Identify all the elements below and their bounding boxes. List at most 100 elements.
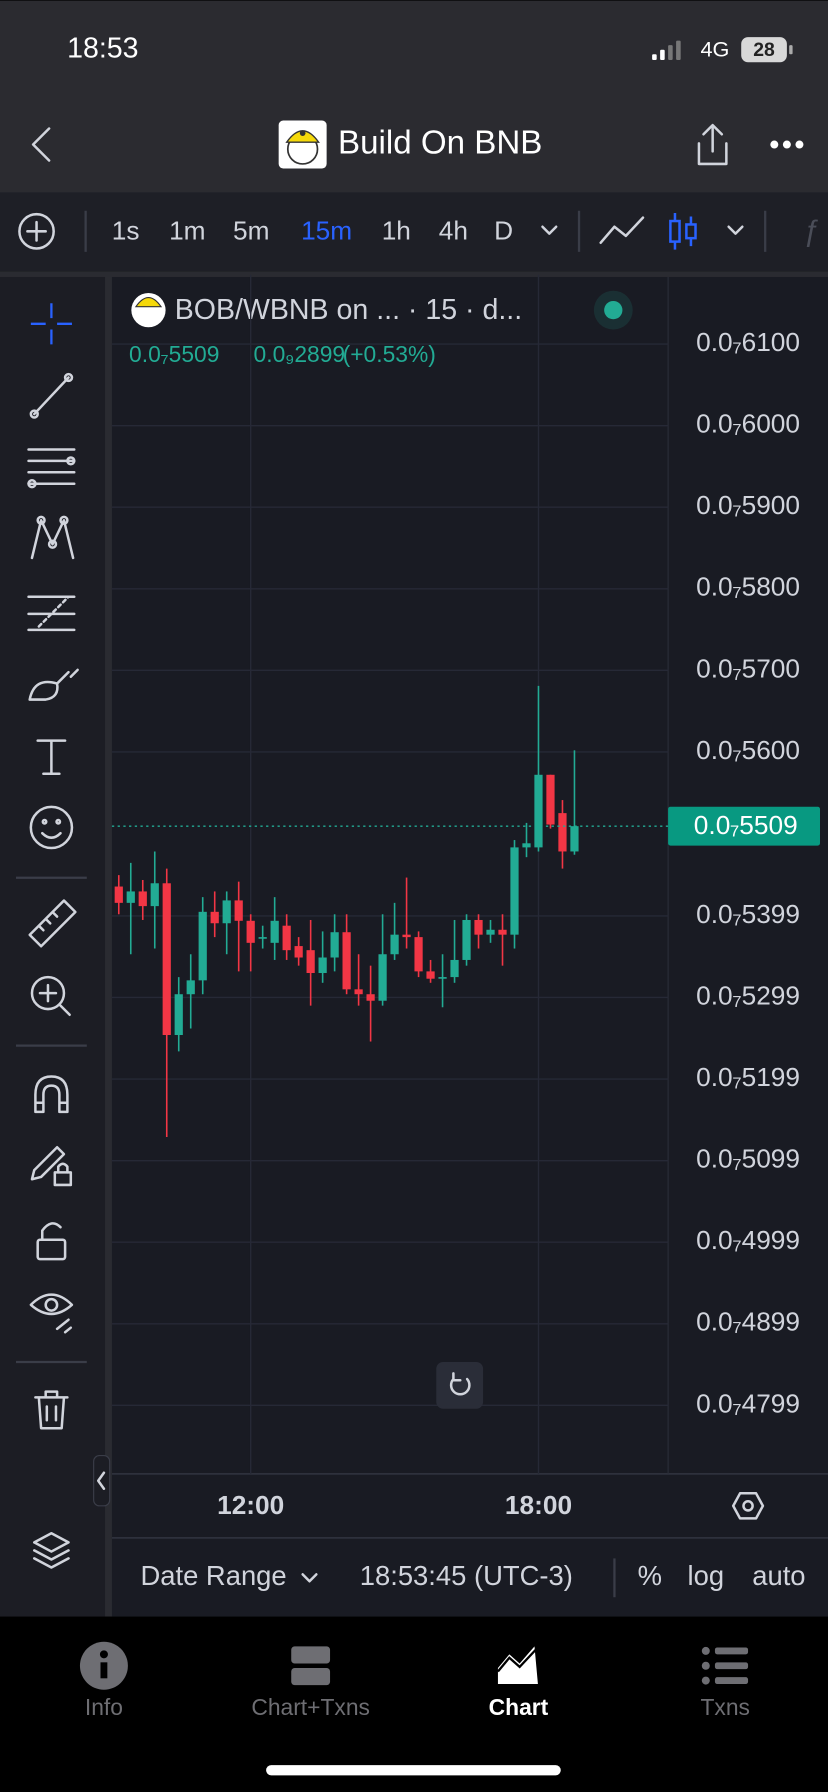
token-icon [278, 120, 327, 169]
interval-button[interactable]: 5m [233, 215, 269, 245]
tab-label[interactable]: Info [85, 1694, 123, 1720]
interval-button[interactable]: 15m [301, 215, 352, 245]
candle-body [342, 932, 351, 990]
date-range-button[interactable]: Date Range [140, 1560, 286, 1591]
candle-body [270, 920, 279, 943]
horizontal-lines-tool[interactable] [27, 448, 76, 489]
status-time: 18:53 [67, 32, 138, 64]
share-button[interactable] [697, 123, 728, 166]
candle-body [198, 911, 207, 981]
text-tool[interactable] [36, 739, 67, 776]
candle-body [558, 813, 567, 852]
legend-change: 0.0₉2899 [254, 341, 346, 367]
candle-body [150, 883, 159, 907]
legend-title: BOB/WBNB on ... · 15 · d... [175, 294, 522, 326]
live-dot [604, 300, 623, 320]
hide-tool[interactable] [29, 1293, 74, 1334]
y-tick-label: 0.0₇4899 [696, 1307, 800, 1337]
date-range-chevron [301, 1573, 318, 1583]
candle-body [402, 934, 411, 938]
candle-body [162, 883, 171, 1036]
status-network: 4G [700, 37, 729, 62]
pattern-tool[interactable] [30, 515, 75, 560]
sidebar-bg [0, 276, 106, 1617]
magnet-tool[interactable] [34, 1075, 69, 1114]
interval-dropdown[interactable] [541, 225, 558, 235]
interval-button[interactable]: D [494, 215, 513, 245]
lock-tool[interactable] [36, 1222, 67, 1261]
candle-body [282, 925, 291, 951]
tab-label[interactable]: Chart [489, 1694, 549, 1720]
candle-body [318, 957, 327, 974]
lock-drawings-tool[interactable] [30, 1145, 73, 1187]
y-tick-label: 0.0₇6100 [696, 327, 800, 357]
candle-body [114, 886, 123, 903]
candle-body [498, 929, 507, 935]
ruler-tool[interactable] [28, 899, 77, 948]
back-button[interactable] [31, 127, 51, 162]
percent-toggle[interactable]: % [638, 1560, 662, 1591]
candle-body [306, 950, 315, 974]
auto-toggle[interactable]: auto [752, 1560, 805, 1591]
candle-body [570, 826, 579, 852]
candle-body [354, 989, 363, 995]
y-tick-label: 0.0₇5900 [696, 490, 800, 520]
legend-last-price: 0.0₇5509 [129, 341, 219, 367]
plot: 0.0₇6100 0.0₇6000 0.0₇5900 0.0₇5800 0.0₇5700… [111, 274, 821, 1520]
legend-change-pct: (+0.53%) [343, 341, 436, 367]
candle-body [462, 919, 471, 960]
signal-icon [652, 40, 681, 61]
interval-button[interactable]: 4h [439, 215, 468, 245]
candle-body [366, 994, 375, 1001]
tab-label[interactable]: Chart+Txns [251, 1694, 370, 1720]
candles [114, 685, 579, 1137]
log-toggle[interactable]: log [688, 1560, 725, 1591]
interval-button[interactable]: 1m [169, 215, 205, 245]
y-tick-label: 0.0₇6000 [696, 409, 800, 439]
battery-icon [741, 37, 787, 63]
fib-tool[interactable] [27, 595, 76, 632]
reset-icon [449, 1372, 471, 1396]
interval-button[interactable]: 1h [382, 215, 411, 245]
y-tick-label: 0.0₇4999 [696, 1225, 800, 1255]
interval-button[interactable]: 1s [112, 215, 140, 245]
y-tick-label: 0.0₇5099 [696, 1144, 800, 1174]
battery-tip [789, 45, 793, 55]
line-chart-button[interactable] [599, 216, 645, 244]
candle-body [210, 911, 219, 924]
more-button[interactable] [770, 140, 804, 149]
tab-icons [79, 1641, 749, 1690]
y-tick-label: 0.0₇5800 [696, 572, 800, 602]
zoom-tool[interactable] [30, 975, 71, 1017]
x-tick-label: 12:00 [217, 1490, 284, 1520]
x-tick-label: 18:00 [505, 1490, 572, 1520]
axis-settings-button[interactable] [731, 1492, 765, 1520]
candle-body [222, 900, 231, 924]
candle-chart-button[interactable] [669, 213, 697, 250]
add-indicator-button[interactable] [18, 212, 55, 250]
last-price-badge [668, 806, 821, 846]
candle-body [126, 891, 135, 903]
candle-body [486, 929, 495, 935]
tab-label[interactable]: Txns [700, 1694, 749, 1720]
candle-body [414, 937, 423, 972]
emoji-tool[interactable] [29, 805, 74, 850]
candle-body [510, 847, 519, 935]
last-price-label: 0.0₇5509 [694, 810, 798, 840]
trend-line-tool[interactable] [29, 372, 74, 419]
candle-body [426, 971, 435, 979]
candle-body [438, 977, 447, 979]
candle-body [246, 920, 255, 943]
y-tick-label: 0.0₇5700 [696, 653, 800, 683]
chart-type-dropdown[interactable] [727, 225, 744, 235]
candle-body [390, 934, 399, 955]
crosshair-tool[interactable] [30, 303, 72, 345]
reset-button[interactable] [436, 1361, 484, 1409]
legend-token-icon [131, 292, 166, 328]
layers-tool[interactable] [33, 1532, 70, 1569]
brush-tool[interactable] [28, 668, 79, 701]
fx-icon[interactable]: ƒ [803, 214, 820, 247]
sidebar-collapse[interactable] [93, 1455, 111, 1507]
delete-tool[interactable] [34, 1390, 69, 1430]
